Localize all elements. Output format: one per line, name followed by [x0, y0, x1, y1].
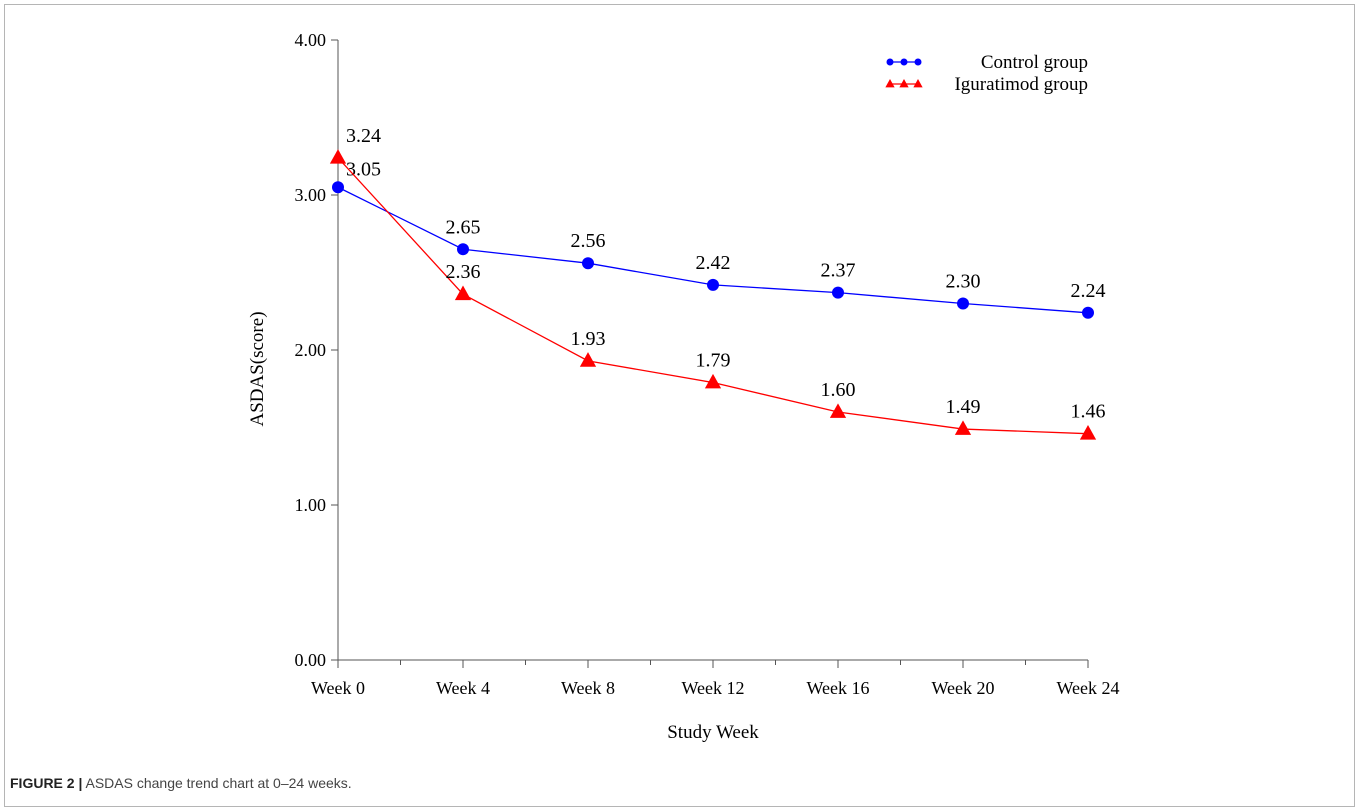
y-axis-title: ASDAS(score)	[247, 311, 268, 426]
legend-label: Iguratimod group	[954, 74, 1088, 95]
figure-label: FIGURE 2 |	[10, 775, 83, 791]
y-tick-label: 0.00	[295, 650, 327, 670]
y-tick-label: 1.00	[295, 495, 327, 515]
data-point	[454, 285, 472, 301]
x-tick-label: Week 4	[436, 678, 490, 698]
x-tick-label: Week 20	[931, 678, 994, 698]
x-tick-label: Week 0	[311, 678, 365, 698]
series-iguratimod-group: 3.24 2.36 1.93 1.79 1.60 1.49 1.46	[329, 125, 1106, 440]
y-tick-label: 4.00	[295, 30, 327, 50]
data-point	[1079, 425, 1097, 440]
data-point	[1082, 306, 1094, 319]
data-point	[329, 149, 347, 164]
series-line	[337, 186, 1089, 314]
data-point	[704, 373, 722, 389]
data-label: 2.24	[1071, 280, 1106, 302]
legend-marker	[900, 58, 908, 66]
data-label: 2.37	[821, 260, 856, 282]
data-label: 1.46	[1071, 401, 1106, 423]
y-tick-label: 3.00	[295, 185, 327, 205]
data-label: 2.56	[571, 230, 606, 252]
figure-caption-text: ASDAS change trend chart at 0–24 weeks.	[85, 775, 352, 791]
figure-caption: FIGURE 2 | ASDAS change trend chart at 0…	[10, 775, 352, 791]
data-point	[582, 257, 594, 270]
series-line	[337, 157, 1089, 435]
x-tick-label: Week 16	[806, 678, 869, 698]
x-axis-title: Study Week	[667, 722, 759, 743]
data-point	[829, 403, 847, 418]
data-label: 2.65	[446, 216, 481, 238]
legend-marker	[899, 79, 909, 88]
x-tick-label: Week 12	[681, 678, 744, 698]
data-point	[579, 352, 597, 367]
series-layer: 3.05 2.65 2.56 2.42 2.37 2.30 2.24 3.24 2.36 1.93…	[329, 125, 1106, 440]
data-point	[707, 278, 719, 291]
data-label: 1.60	[821, 379, 856, 401]
x-ticks: Week 0 Week 4 Week 8 Week 12 Week 16 Week 20 W…	[311, 660, 1120, 698]
legend-marker	[885, 79, 895, 88]
data-label: 3.24	[346, 125, 381, 147]
data-point	[332, 181, 344, 194]
data-point	[954, 420, 972, 435]
data-label: 2.42	[696, 252, 731, 274]
x-tick-label: Week 24	[1056, 678, 1119, 698]
legend-marker	[886, 58, 894, 66]
series-control-group: 3.05 2.65 2.56 2.42 2.37 2.30 2.24	[332, 158, 1106, 319]
legend-marker	[913, 79, 923, 88]
data-label: 1.49	[946, 396, 981, 418]
data-point	[832, 286, 844, 299]
y-ticks: 0.00 1.00 2.00 3.00 4.00	[295, 30, 338, 670]
figure-frame	[4, 4, 1355, 807]
x-tick-label: Week 8	[561, 678, 615, 698]
legend-label: Control group	[981, 52, 1088, 73]
data-label: 2.30	[946, 271, 981, 293]
data-point	[957, 297, 969, 310]
legend-marker	[914, 58, 922, 66]
data-label: 3.05	[346, 158, 381, 180]
data-label: 1.79	[696, 350, 731, 372]
y-tick-label: 2.00	[295, 340, 327, 360]
data-label: 2.36	[446, 261, 481, 283]
data-point	[457, 243, 469, 256]
data-label: 1.93	[571, 328, 606, 350]
